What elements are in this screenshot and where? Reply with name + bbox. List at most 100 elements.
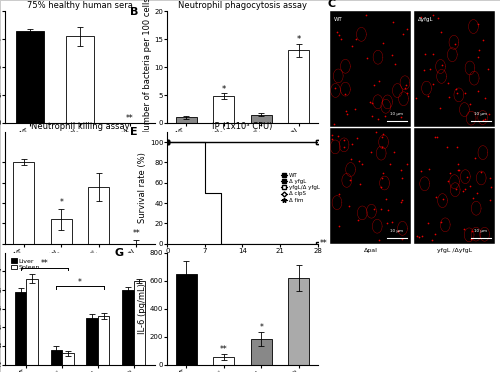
Text: Δpal: Δpal — [364, 248, 378, 253]
Bar — [66, 36, 94, 123]
Point — [454, 167, 462, 173]
Point — [328, 136, 336, 142]
Point — [402, 82, 409, 88]
Point — [429, 12, 437, 18]
Point — [486, 175, 494, 181]
X-axis label: Strain: Strain — [68, 273, 92, 282]
Point — [378, 134, 386, 140]
Point — [463, 174, 471, 180]
Point — [343, 112, 351, 118]
Point — [348, 43, 356, 49]
Bar — [251, 339, 272, 365]
Point — [452, 86, 460, 92]
Point — [428, 237, 436, 243]
Point — [334, 133, 342, 139]
Point — [484, 66, 492, 72]
Title: Neutrophil killing assay: Neutrophil killing assay — [30, 122, 130, 131]
Text: E: E — [130, 128, 138, 138]
Point — [358, 161, 366, 167]
Point — [428, 51, 436, 57]
Text: WT: WT — [334, 17, 342, 22]
Point — [380, 41, 388, 46]
Point — [390, 149, 398, 155]
Point — [468, 228, 476, 234]
Point — [424, 93, 432, 99]
Point — [472, 154, 480, 160]
Text: 10 μm: 10 μm — [474, 229, 488, 233]
Point — [480, 117, 488, 123]
Point — [426, 65, 434, 71]
Point — [461, 90, 469, 96]
Bar — [176, 118, 197, 123]
Point — [466, 183, 473, 189]
Point — [444, 94, 452, 100]
Point — [368, 100, 376, 106]
Bar — [122, 290, 134, 372]
Point — [336, 191, 344, 197]
Point — [335, 223, 343, 229]
Point — [433, 134, 441, 140]
Point — [381, 113, 389, 119]
Y-axis label: Survival rate (%): Survival rate (%) — [138, 153, 147, 223]
Point — [424, 221, 432, 227]
Point — [337, 36, 345, 42]
Title: IP (1x10³ CFU): IP (1x10³ CFU) — [212, 122, 272, 131]
Point — [475, 47, 483, 53]
Point — [390, 61, 398, 67]
Point — [414, 234, 422, 240]
Point — [454, 167, 462, 173]
Point — [367, 149, 375, 155]
Point — [474, 88, 482, 94]
Point — [432, 194, 440, 200]
Text: 10 μm: 10 μm — [474, 112, 488, 116]
Point — [397, 199, 405, 205]
Point — [370, 206, 378, 212]
Point — [474, 54, 482, 60]
Title: Neutrophil phagocytosis assay: Neutrophil phagocytosis assay — [178, 1, 307, 10]
Point — [398, 198, 406, 203]
Point — [452, 186, 460, 192]
Legend: WT, Δ yfgL, yfgL/Δ yfgL, Δ clpS, Δ fim: WT, Δ yfgL, yfgL/Δ yfgL, Δ clpS, Δ fim — [278, 171, 322, 205]
X-axis label: Strain: Strain — [68, 146, 92, 155]
Point — [403, 90, 411, 96]
Point — [476, 169, 484, 175]
Point — [375, 237, 383, 243]
Point — [488, 184, 496, 190]
Point — [436, 29, 444, 35]
Point — [486, 197, 494, 203]
Text: *: * — [78, 278, 82, 287]
Point — [444, 144, 452, 150]
Point — [370, 81, 378, 87]
Point — [340, 137, 348, 143]
Point — [397, 167, 405, 173]
Point — [436, 105, 444, 111]
Bar — [15, 292, 26, 372]
Text: yfgL /ΔyfgL: yfgL /ΔyfgL — [437, 248, 472, 253]
Text: *: * — [60, 198, 63, 207]
Bar — [288, 278, 309, 365]
Point — [346, 157, 354, 163]
Point — [398, 174, 406, 180]
Point — [386, 161, 394, 167]
Bar — [214, 96, 234, 123]
Point — [330, 121, 338, 126]
Text: *: * — [296, 35, 301, 44]
Point — [466, 100, 474, 106]
Point — [404, 161, 411, 167]
Point — [354, 217, 362, 223]
Point — [375, 78, 383, 84]
Point — [403, 26, 411, 32]
Point — [474, 21, 482, 27]
Text: **: ** — [132, 229, 140, 238]
Text: 10 μm: 10 μm — [390, 112, 404, 116]
Bar — [251, 115, 272, 123]
Point — [418, 14, 426, 20]
Point — [352, 36, 360, 42]
Point — [352, 106, 360, 112]
Point — [340, 144, 348, 150]
Point — [377, 184, 385, 190]
Point — [451, 41, 459, 46]
Text: **: ** — [40, 259, 48, 268]
Point — [328, 132, 336, 138]
Text: G: G — [115, 248, 124, 258]
